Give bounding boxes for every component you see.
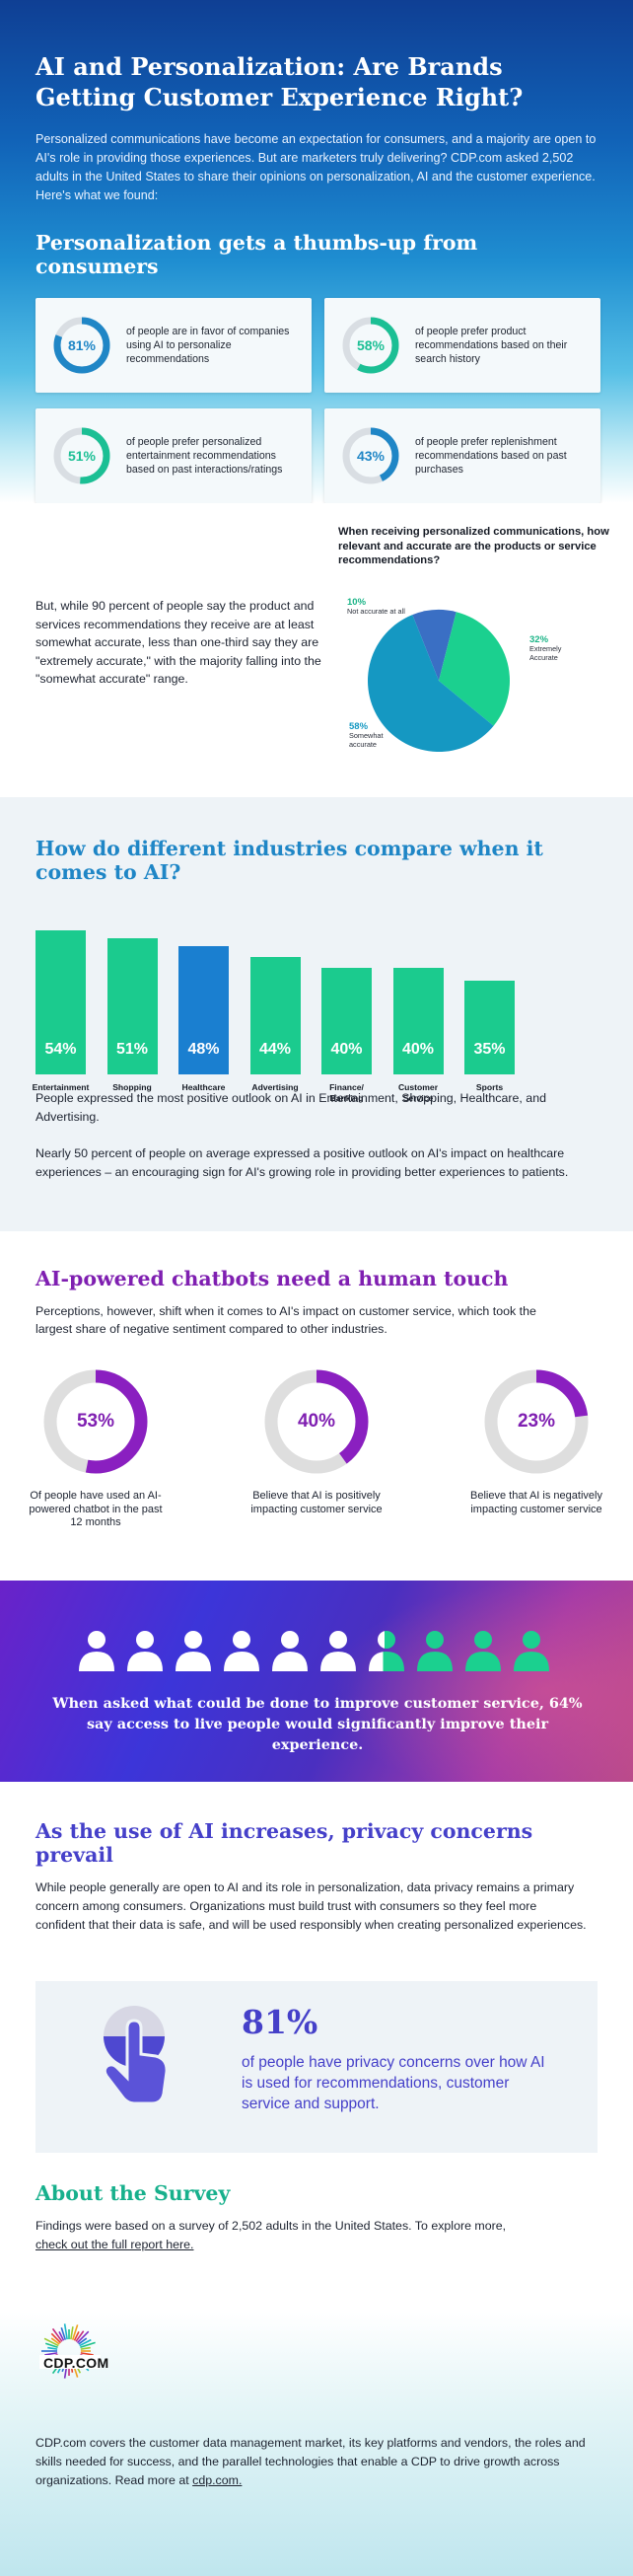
bar-category-label: Sports xyxy=(475,1082,504,1092)
person-icon xyxy=(417,1631,453,1671)
survey-section: About the Survey Findings were based on … xyxy=(0,2181,633,2312)
donut-text: Believe that AI is positively impacting … xyxy=(250,1490,383,1515)
survey-paragraph: Findings were based on a survey of 2,502… xyxy=(35,2217,588,2253)
banner-message: When asked what could be done to improve… xyxy=(52,1695,583,1753)
stat-card: 43% of people prefer replenishment recom… xyxy=(324,408,600,503)
bar-category-label: Finance/ Banking xyxy=(329,1082,364,1103)
donut-value: 23% xyxy=(517,1411,556,1432)
person-icon xyxy=(514,1631,549,1671)
industries-section: How do different industries compare when… xyxy=(0,797,633,1231)
stat-value: 43% xyxy=(356,448,386,464)
pie-label-somewhat: 58% Somewhat accurate xyxy=(349,721,384,749)
intro-paragraph: Personalized communications have become … xyxy=(35,132,597,202)
stat-card: 51% of people prefer personalized entert… xyxy=(35,408,312,503)
person-icon xyxy=(224,1631,259,1671)
cdp-logo-text: CDP.COM xyxy=(43,2355,109,2371)
chatbots-section: AI-powered chatbots need a human touch P… xyxy=(0,1231,633,1581)
pie-slice xyxy=(412,610,457,681)
accuracy-section: But, while 90 percent of people say the … xyxy=(0,503,633,797)
customer-service-banner: When asked what could be done to improve… xyxy=(0,1581,633,1782)
hand-touch-icon xyxy=(103,2006,169,2105)
donut-value: 53% xyxy=(76,1411,115,1432)
person-icon xyxy=(320,1631,356,1671)
stat-ring: 43% xyxy=(340,425,401,486)
bar-category-label: Healthcare xyxy=(181,1082,226,1092)
hero-section: AI and Personalization: Are Brands Getti… xyxy=(0,0,633,503)
stat-ring: 81% xyxy=(51,315,112,376)
bar-value-label: 35% xyxy=(473,1041,506,1058)
bar: 35% xyxy=(464,981,515,1074)
person-icon xyxy=(272,1631,308,1671)
privacy-heading: As the use of AI increases, privacy conc… xyxy=(35,1819,533,1867)
pie-slice xyxy=(368,615,494,752)
bar-category-label: Entertainment xyxy=(32,1082,90,1092)
bar: 48% xyxy=(178,946,229,1074)
person-icon xyxy=(465,1631,501,1671)
bar-value-label: 40% xyxy=(330,1041,363,1058)
footer-section: CDP.COM CDP.com covers the customer data… xyxy=(0,2312,633,2576)
privacy-paragraph: While people generally are open to AI an… xyxy=(35,1880,587,1932)
industries-text-2: Nearly 50 percent of people on average e… xyxy=(35,1146,569,1179)
chatbots-heading: AI-powered chatbots need a human touch xyxy=(35,1267,509,1290)
bar-category-label: Advertising xyxy=(251,1082,299,1092)
person-icon xyxy=(176,1631,211,1671)
stat-text: of people are in favor of companies usin… xyxy=(126,326,290,365)
bar-value-label: 44% xyxy=(258,1041,292,1058)
pie-slice xyxy=(439,612,510,726)
stat-value: 51% xyxy=(67,448,97,464)
privacy-stat-box: 81% of people have privacy concerns over… xyxy=(35,1981,598,2153)
person-icon xyxy=(79,1631,114,1671)
personalization-heading: Personalization gets a thumbs-up from co… xyxy=(35,231,478,278)
bar-category-label: Shopping xyxy=(112,1082,152,1092)
bar: 40% xyxy=(392,967,444,1074)
person-icon xyxy=(369,1631,404,1671)
industries-heading: How do different industries compare when… xyxy=(35,837,543,884)
donut-text: Believe that AI is negatively impacting … xyxy=(470,1490,602,1515)
stat-ring: 51% xyxy=(51,425,112,486)
stat-value: 58% xyxy=(356,337,386,353)
chatbots-paragraph: Perceptions, however, shift when it come… xyxy=(35,1304,536,1336)
privacy-section: As the use of AI increases, privacy conc… xyxy=(0,1782,633,2181)
donut-value: 40% xyxy=(297,1411,336,1432)
bar-category-label: Customer Service xyxy=(397,1082,439,1103)
stat-card: 81% of people are in favor of companies … xyxy=(35,298,312,393)
survey-heading: About the Survey xyxy=(35,2181,231,2205)
stat-text: of people prefer personalized entertainm… xyxy=(126,436,283,476)
donut-text: Of people have used an AI-powered chatbo… xyxy=(29,1490,163,1528)
bar: 44% xyxy=(249,957,301,1074)
stat-value: 81% xyxy=(67,337,97,353)
privacy-stat-text: of people have privacy concerns over how… xyxy=(242,2054,545,2112)
bar: 54% xyxy=(35,930,86,1074)
industries-text-1: People expressed the most positive outlo… xyxy=(35,1091,546,1124)
stat-text: of people prefer replenishment recommend… xyxy=(415,436,567,476)
bar-value-label: 48% xyxy=(187,1041,220,1058)
chatbot-donut: 23% Believe that AI is negatively impact… xyxy=(462,1367,610,1516)
footer-text: CDP.com covers the customer data managem… xyxy=(35,2436,586,2487)
bar-value-label: 54% xyxy=(44,1041,77,1058)
bar: 40% xyxy=(321,967,372,1074)
cdp-link[interactable]: cdp.com. xyxy=(192,2473,243,2487)
page-title: AI and Personalization: Are Brands Getti… xyxy=(35,52,524,111)
pie-label-not-accurate: 10% Not accurate at all xyxy=(347,597,405,616)
chatbot-donut: 53% Of people have used an AI-powered ch… xyxy=(22,1367,170,1530)
survey-text: Findings were based on a survey of 2,502… xyxy=(35,2219,507,2233)
accuracy-pie-chart xyxy=(368,610,510,752)
bar-value-label: 51% xyxy=(115,1041,149,1058)
bar-value-label: 40% xyxy=(401,1041,435,1058)
industries-bar-chart: 54% Entertainment 51% Shopping 48% Healthcare… xyxy=(33,901,598,1103)
footer-paragraph: CDP.com covers the customer data managem… xyxy=(35,2434,588,2490)
cdp-logo-icon xyxy=(39,2323,101,2379)
accuracy-paragraph: But, while 90 percent of people say the … xyxy=(35,599,321,686)
stat-text: of people prefer product recommendations… xyxy=(415,326,568,365)
bar: 51% xyxy=(106,938,158,1074)
privacy-stat-value: 81% xyxy=(242,2003,318,2041)
full-report-link[interactable]: check out the full report here. xyxy=(35,2237,194,2251)
stat-card: 58% of people prefer product recommendat… xyxy=(324,298,600,393)
pie-label-extremely: 32% Extremely Accurate xyxy=(529,634,562,662)
chatbot-donut: 40% Believe that AI is positively impact… xyxy=(243,1367,390,1516)
person-icon xyxy=(127,1631,163,1671)
stat-grid: 81% of people are in favor of companies … xyxy=(35,298,600,503)
stat-ring: 58% xyxy=(340,315,401,376)
pie-chart-title: When receiving personalized communicatio… xyxy=(338,526,609,566)
